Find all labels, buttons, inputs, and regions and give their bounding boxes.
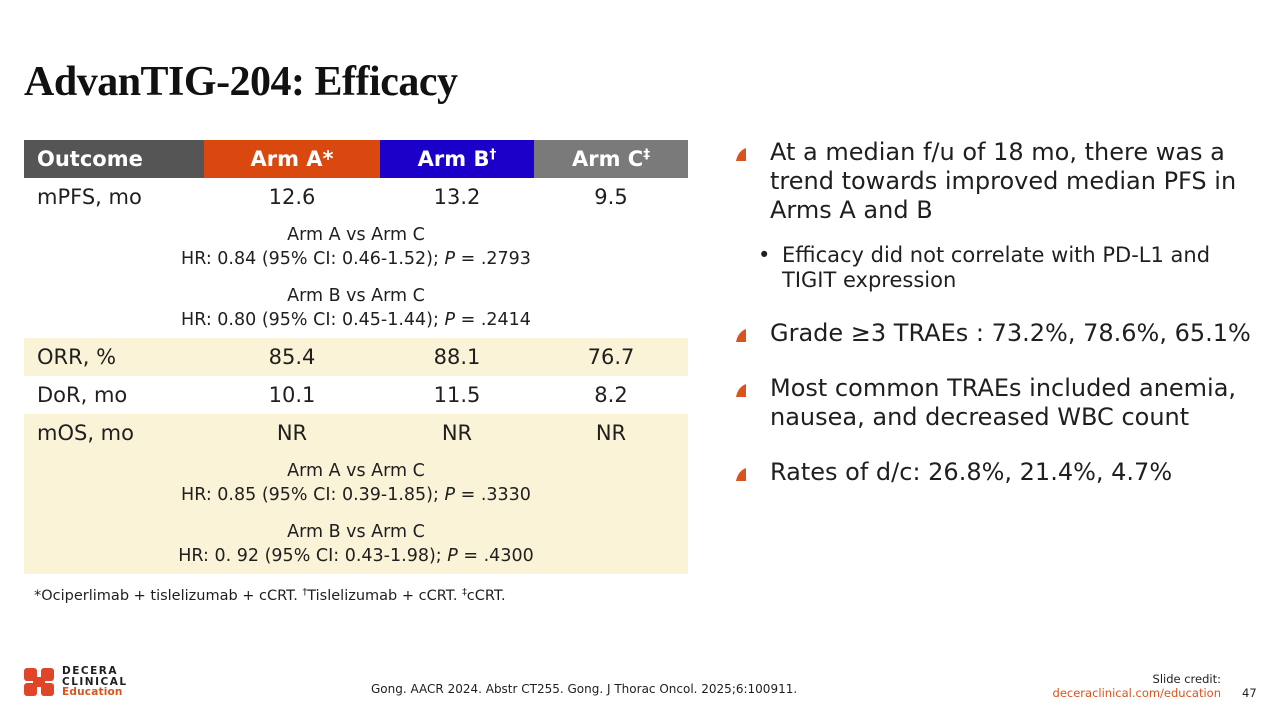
- table-row-mos: mOS, mo NR NR NR: [24, 414, 688, 452]
- cell-arm-c: NR: [534, 414, 688, 452]
- bullet-marker-icon: [736, 329, 746, 342]
- slide-credit: Slide credit: deceraclinical.com/educati…: [1052, 672, 1221, 700]
- cell-arm-c: 9.5: [594, 185, 628, 209]
- table-footnote: *Ociperlimab + tislelizumab + cCRT. †Tis…: [34, 586, 506, 604]
- header-arm-b: Arm B†: [380, 140, 534, 178]
- hr-cell: Arm B vs Arm C HR: 0.80 (95% CI: 0.45-1.…: [181, 285, 531, 330]
- bullet-item: Most common TRAEs included anemia, nause…: [734, 374, 1254, 432]
- bullet-list: At a median f/u of 18 mo, there was a tr…: [734, 138, 1254, 513]
- slide-title: AdvanTIG-204: Efficacy: [24, 59, 458, 105]
- cell-arm-b: 88.1: [380, 338, 534, 376]
- table-row-pfs-hr-ac: Arm A vs Arm C HR: 0.84 (95% CI: 0.46-1.…: [24, 216, 688, 277]
- cell-arm-a: NR: [204, 414, 380, 452]
- credit-link[interactable]: deceraclinical.com/education: [1052, 686, 1221, 700]
- row-label: ORR, %: [24, 338, 204, 376]
- bullet-item: Grade ≥3 TRAEs : 73.2%, 78.6%, 65.1%: [734, 319, 1254, 348]
- cell-arm-b: NR: [380, 414, 534, 452]
- efficacy-table: Outcome Arm A* Arm B† Arm C‡ mPFS, mo 12…: [24, 140, 688, 574]
- hr-cell: Arm B vs Arm C HR: 0. 92 (95% CI: 0.43-1…: [24, 513, 688, 574]
- row-label: mPFS, mo: [37, 185, 142, 209]
- reference-citation: Gong. AACR 2024. Abstr CT255. Gong. J Th…: [371, 682, 798, 696]
- row-label: DoR, mo: [37, 383, 128, 407]
- cell-arm-a: 10.1: [268, 383, 316, 407]
- table-row-mpfs: mPFS, mo 12.6 13.2 9.5: [24, 178, 688, 216]
- table-row-orr: ORR, % 85.4 88.1 76.7: [24, 338, 688, 376]
- page-number: 47: [1242, 686, 1257, 700]
- decera-logo: DECERA CLINICAL Education: [24, 666, 136, 698]
- header-arm-c: Arm C‡: [534, 140, 688, 178]
- sub-bullet-item: • Efficacy did not correlate with PD-L1 …: [758, 243, 1211, 292]
- bullet-marker-icon: [736, 384, 746, 397]
- cell-arm-a: 12.6: [268, 185, 316, 209]
- bullet-item: At a median f/u of 18 mo, there was a tr…: [734, 138, 1254, 225]
- table-row-pfs-hr-bc: Arm B vs Arm C HR: 0.80 (95% CI: 0.45-1.…: [24, 277, 688, 338]
- bullet-dot-icon: •: [758, 243, 771, 267]
- cell-arm-c: 76.7: [534, 338, 688, 376]
- bullet-marker-icon: [736, 468, 746, 481]
- cell-arm-c: 8.2: [594, 383, 628, 407]
- bullet-marker-icon: [736, 148, 746, 161]
- cell-arm-b: 11.5: [433, 383, 481, 407]
- table-row-os-hr-bc: Arm B vs Arm C HR: 0. 92 (95% CI: 0.43-1…: [24, 513, 688, 574]
- cell-arm-b: 13.2: [433, 185, 481, 209]
- hr-cell: Arm A vs Arm C HR: 0.85 (95% CI: 0.39-1.…: [24, 452, 688, 513]
- logo-mark-icon: [24, 668, 54, 696]
- table-row-dor: DoR, mo 10.1 11.5 8.2: [24, 376, 688, 414]
- cell-arm-a: 85.4: [204, 338, 380, 376]
- row-label: mOS, mo: [24, 414, 204, 452]
- table-header-row: Outcome Arm A* Arm B† Arm C‡: [24, 140, 688, 178]
- bullet-item: Rates of d/c: 26.8%, 21.4%, 4.7%: [734, 458, 1254, 487]
- header-arm-a: Arm A*: [204, 140, 380, 178]
- hr-cell: Arm A vs Arm C HR: 0.84 (95% CI: 0.46-1.…: [181, 224, 531, 269]
- table-row-os-hr-ac: Arm A vs Arm C HR: 0.85 (95% CI: 0.39-1.…: [24, 452, 688, 513]
- header-outcome: Outcome: [24, 140, 204, 178]
